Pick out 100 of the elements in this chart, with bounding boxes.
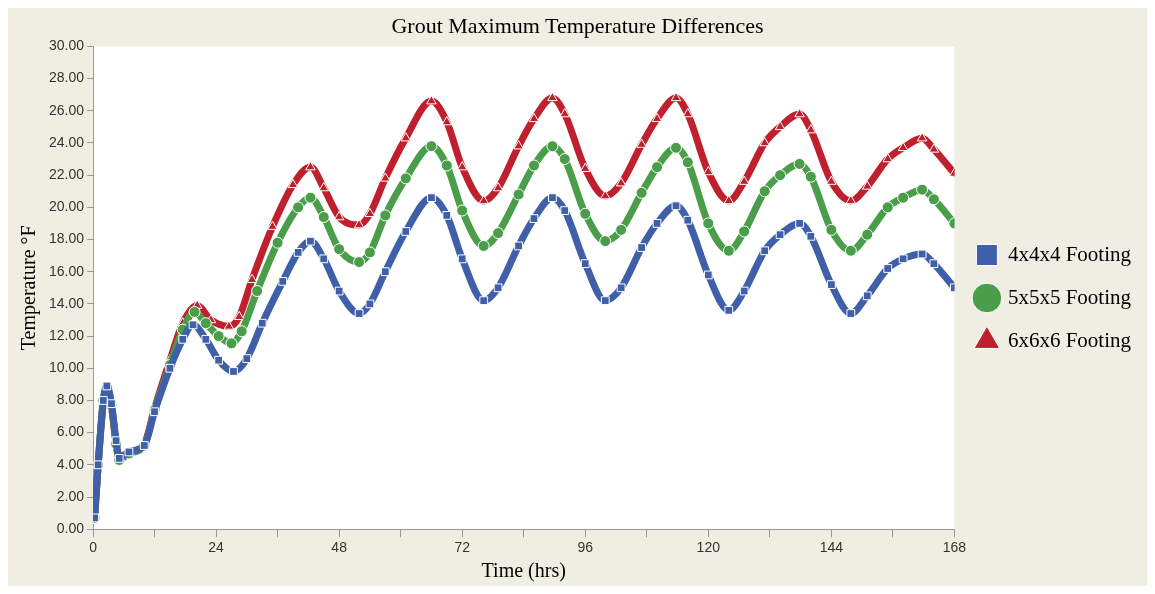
point [353,256,366,269]
point [457,254,467,264]
point [739,286,749,296]
point [426,95,437,105]
point [440,159,453,172]
point [353,219,365,229]
y-tick-label: 30.00 [48,37,85,54]
point [257,318,267,328]
point [927,193,940,206]
x-tick-label: 24 [208,539,225,556]
point [882,153,894,163]
y-tick-label: 20.00 [48,198,85,215]
y-tick-label: 28.00 [48,69,85,86]
point [794,107,805,118]
point [514,241,523,251]
point [235,325,248,338]
point [806,231,816,241]
point [682,107,694,118]
point [916,132,928,142]
point [165,363,175,373]
point [652,219,662,228]
point [723,194,735,205]
point [795,219,804,228]
point [267,220,278,230]
point [306,236,315,246]
point [759,136,770,147]
point [846,309,856,318]
point [364,207,376,218]
point [760,246,770,256]
point [319,254,329,264]
point [354,309,364,318]
point [363,246,376,259]
point [738,225,751,238]
point [651,161,664,174]
y-tick-label: 24.00 [48,133,85,150]
legend-label: 6x6x6 Footing [1007,327,1132,352]
point [513,140,524,150]
legend-label: 5x5x5 Footing [1007,284,1132,309]
point [862,291,872,301]
point [529,214,539,223]
point [441,116,453,126]
point [615,223,628,236]
point [861,228,874,241]
point [897,191,910,204]
y-tick-label: 18.00 [48,230,85,247]
point [793,157,806,170]
point [774,120,786,131]
y-tick-label: 22.00 [48,166,85,183]
point [580,259,590,269]
point [427,193,436,203]
point [304,191,317,204]
point [600,296,610,306]
point [399,172,412,185]
point [724,305,734,315]
point [916,183,929,196]
point [681,156,694,169]
y-tick-label: 26.00 [48,101,85,118]
point [201,334,211,344]
point [897,141,909,152]
point [616,283,626,293]
y-tick-label: 4.00 [56,455,85,472]
x-tick-label: 168 [942,539,967,556]
point [334,286,344,296]
point [425,140,438,153]
point [636,138,647,148]
point [456,204,469,217]
point [599,190,611,200]
point [493,283,503,293]
point [703,165,714,176]
point [722,244,735,257]
y-tick-label: 16.00 [48,262,85,279]
point [929,259,939,269]
point [442,210,452,220]
y-axis-title: Temperature °F [17,225,41,351]
point [917,249,927,259]
y-tick-label: 10.00 [48,359,85,376]
point [188,305,201,318]
y-tick-label: 6.00 [56,423,85,440]
point [671,201,681,211]
point [199,317,212,330]
point [318,182,330,192]
point [579,162,591,172]
point [527,159,540,172]
point [225,337,238,350]
point [305,161,316,171]
point [365,299,375,309]
point [637,243,647,252]
point [379,209,392,222]
y-tick-label: 8.00 [56,391,85,408]
point [805,124,817,134]
point [738,175,750,185]
point [478,194,489,205]
x-tick-label: 96 [577,539,594,556]
point [492,227,505,240]
point [271,236,284,249]
point [178,334,188,344]
point [223,320,235,330]
point [293,248,303,257]
point [670,91,682,102]
point [804,170,817,183]
